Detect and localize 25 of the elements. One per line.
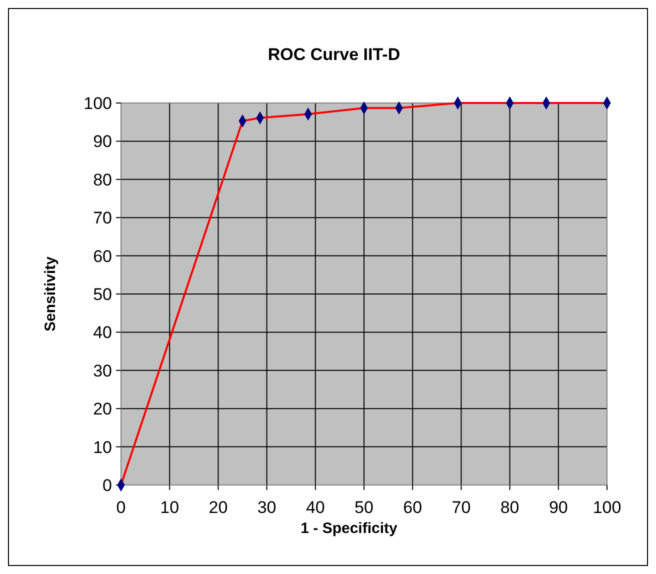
y-tick-label: 50 [93, 285, 112, 304]
y-tick-label: 0 [102, 476, 112, 495]
y-tick-label: 10 [93, 438, 112, 457]
chart-title: ROC Curve IIT-D [268, 45, 400, 64]
x-tick-label: 50 [354, 498, 374, 517]
y-tick-label: 30 [93, 361, 112, 380]
x-tick-label: 30 [257, 498, 276, 517]
y-tick-label: 40 [93, 323, 112, 342]
y-tick-label: 70 [93, 208, 112, 228]
x-axis-title: 1 - Specificity [300, 520, 398, 537]
x-tick-label: 70 [452, 498, 471, 517]
y-axis-title: Sensitivity [42, 256, 59, 332]
x-tick-label: 60 [403, 498, 422, 517]
y-tick-label: 90 [93, 132, 112, 152]
y-tick-label: 100 [84, 94, 112, 113]
y-tick-label: 80 [93, 170, 112, 190]
x-tick-label: 80 [500, 498, 520, 517]
x-tick-label: 90 [548, 498, 568, 517]
y-tick-label: 20 [93, 400, 112, 419]
y-tick-label: 60 [93, 246, 112, 266]
x-tick-label: 0 [116, 498, 126, 517]
x-tick-label: 40 [306, 498, 325, 517]
x-tick-label: 20 [208, 498, 228, 517]
x-tick-label: 10 [160, 498, 180, 517]
x-tick-label: 100 [592, 498, 622, 517]
